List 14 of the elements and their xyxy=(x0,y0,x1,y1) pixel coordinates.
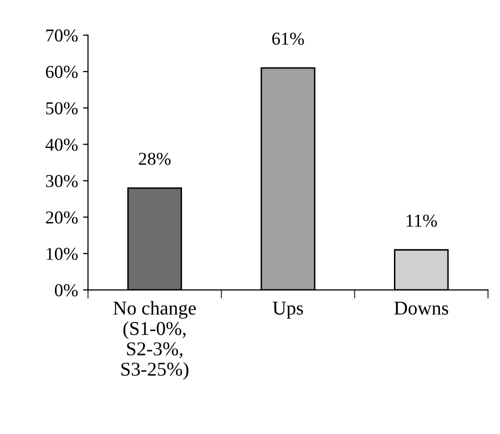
data-label: 28% xyxy=(138,152,171,165)
y-tick-label: 50% xyxy=(46,102,78,114)
y-tick-label: 70% xyxy=(46,29,78,42)
y-tick-label: 30% xyxy=(46,174,78,188)
data-label: 11% xyxy=(406,214,437,227)
y-tick-label: 60% xyxy=(46,66,78,78)
data-label: 61% xyxy=(272,32,304,45)
y-tick-label: 10% xyxy=(46,248,78,260)
x-tick-label: No change (S1-0%, S2-3%, S3-25%) xyxy=(113,301,196,380)
x-tick-label: Ups xyxy=(272,302,303,319)
y-tick-label: 40% xyxy=(46,138,78,151)
x-tick-label: Downs xyxy=(394,302,448,315)
y-tick-label: 0% xyxy=(54,284,78,296)
y-tick-label: 20% xyxy=(46,211,78,224)
